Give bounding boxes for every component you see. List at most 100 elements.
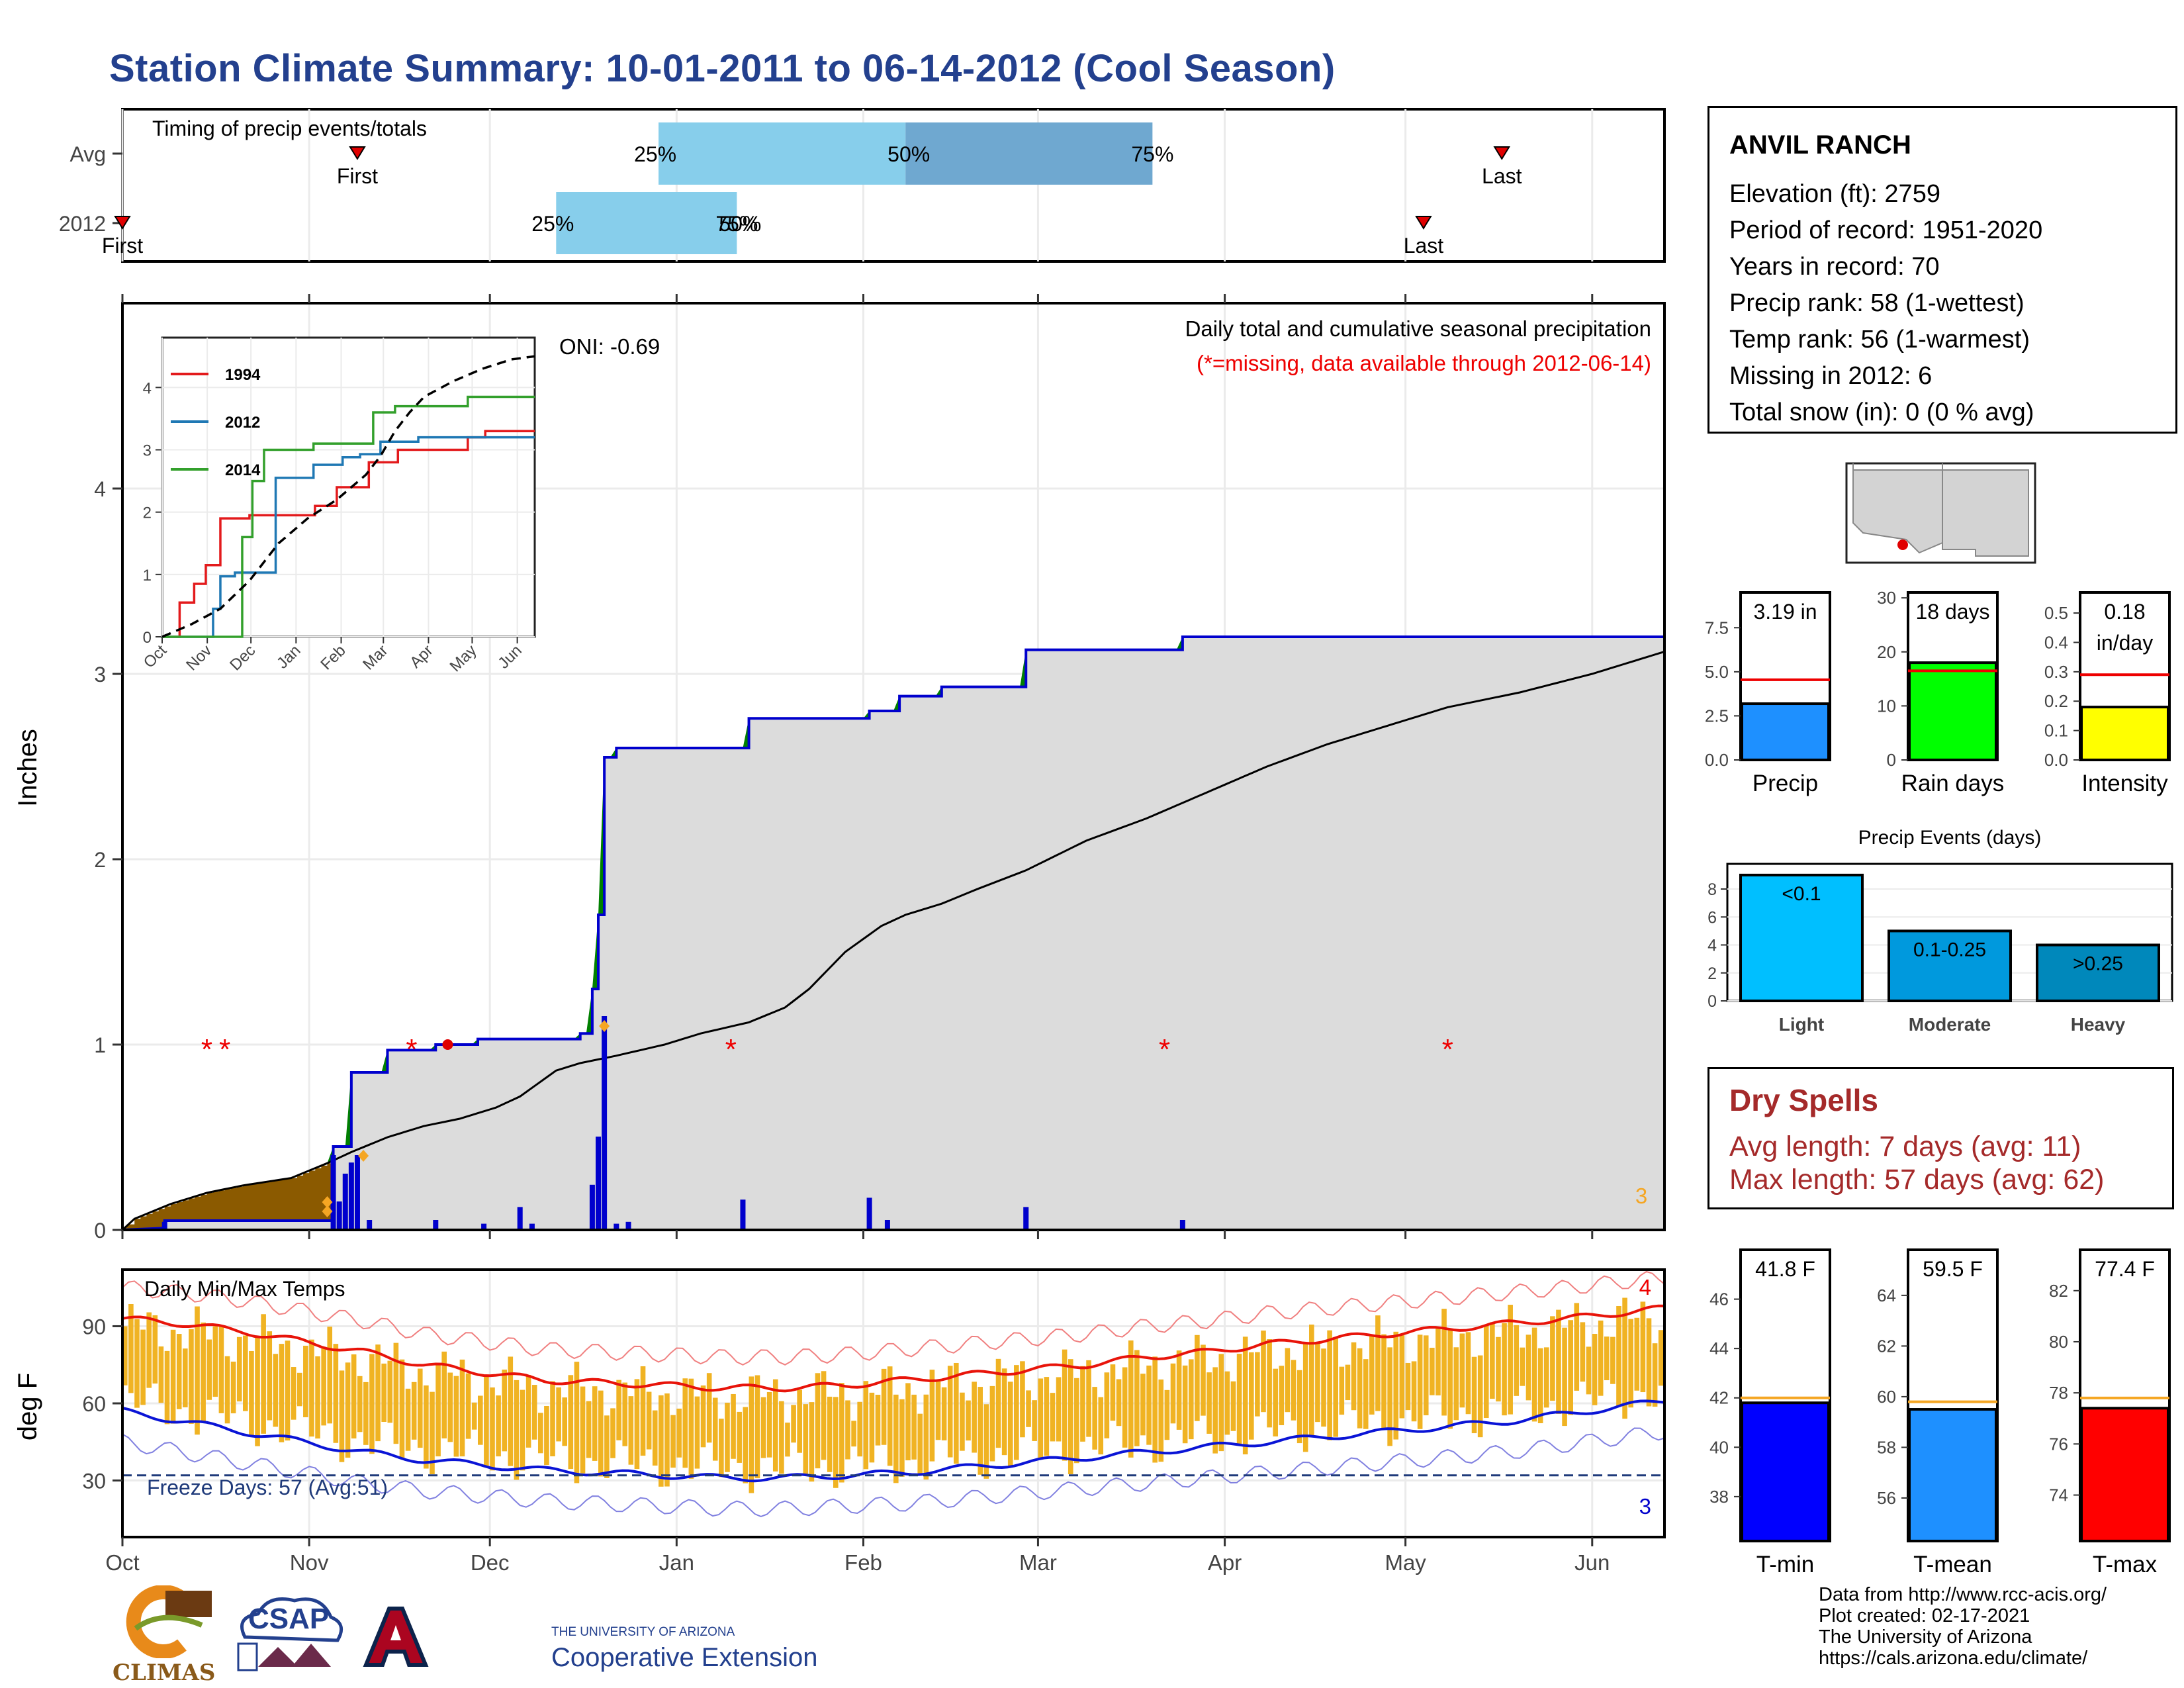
- ua-logo: THE UNIVERSITY OF ARIZONA Cooperative Ex…: [359, 1602, 817, 1675]
- temp-summary-ytick-label: 40: [1709, 1437, 1729, 1457]
- precip-max-marker: [322, 1205, 333, 1217]
- daily-temp-bar: [954, 1362, 959, 1464]
- tmax-record-line: [122, 1270, 1665, 1366]
- daily-temp-bar: [243, 1335, 248, 1411]
- daily-temp-bar: [345, 1362, 351, 1458]
- daily-temp-bar: [176, 1334, 182, 1409]
- csap-cloud-icon: [237, 1597, 343, 1671]
- daily-temp-bar: [725, 1403, 730, 1472]
- daily-temp-bar: [189, 1329, 194, 1424]
- oni-label: ONI: -0.69: [559, 334, 660, 359]
- daily-temp-bar: [255, 1336, 260, 1446]
- daily-temp-bar: [351, 1354, 357, 1439]
- events-category-label: Moderate: [1909, 1014, 1991, 1035]
- daily-temp-bar: [465, 1373, 471, 1439]
- daily-temp-bar: [1604, 1336, 1610, 1381]
- events-category-label: Heavy: [2071, 1014, 2126, 1035]
- daily-temp-bar: [1333, 1336, 1339, 1437]
- daily-temp-bar: [821, 1371, 827, 1460]
- csap-logo: CSAP: [232, 1591, 347, 1682]
- daily-temp-bar: [616, 1380, 621, 1440]
- ua-name-small: THE UNIVERSITY OF ARIZONA: [551, 1625, 735, 1639]
- daily-precip-bar: [354, 1155, 360, 1231]
- daily-temp-bar: [1068, 1359, 1073, 1475]
- daily-precip-bar: [1023, 1207, 1029, 1231]
- precip-summary-ytick-label: 0.0: [2044, 750, 2068, 770]
- daily-temp-bar: [399, 1359, 405, 1458]
- daily-temp-bar: [1044, 1377, 1050, 1456]
- credit-source: Data from http://www.rcc-acis.org/: [1819, 1584, 2107, 1605]
- daily-temp-bar: [224, 1356, 230, 1424]
- daily-temp-bar: [261, 1314, 266, 1434]
- temp-summary-ytick-label: 56: [1877, 1488, 1896, 1508]
- station-missing: Missing in 2012: 6: [1729, 362, 1933, 390]
- daily-temp-bar: [1345, 1364, 1351, 1401]
- daily-temp-bar: [592, 1386, 598, 1461]
- daily-temp-bar: [430, 1391, 435, 1475]
- daily-temp-bar: [851, 1421, 856, 1447]
- csap-wordmark: CSAP: [248, 1603, 330, 1635]
- events-bar: [2036, 943, 2160, 1003]
- daily-temp-bar: [760, 1397, 766, 1458]
- precip-summary-ytick-label: 0.5: [2044, 603, 2068, 623]
- daily-temp-bar: [917, 1413, 923, 1475]
- daily-temp-bar: [1164, 1389, 1170, 1440]
- daily-temp-bar: [1531, 1327, 1537, 1422]
- precip-corner-count: 3: [1635, 1184, 1647, 1208]
- inset-ytick-label: 0: [143, 629, 152, 647]
- daily-precip-bar: [342, 1174, 348, 1231]
- precip-record-marker: [442, 1039, 453, 1050]
- daily-temp-bar: [538, 1413, 543, 1454]
- daily-temp-bar: [1441, 1309, 1447, 1416]
- precip-summary-unit-label: in/day: [2097, 631, 2153, 655]
- temp-summary-ytick-label: 78: [2049, 1383, 2068, 1403]
- daily-temp-bar: [1640, 1301, 1646, 1393]
- daily-temp-bar: [417, 1368, 423, 1448]
- daily-temp-bar: [1496, 1336, 1501, 1402]
- dry-spells-max: Max length: 57 days (avg: 62): [1729, 1164, 2105, 1196]
- daily-temp-bar: [544, 1405, 549, 1466]
- daily-temp-bar: [688, 1378, 694, 1479]
- daily-temp-bar: [1490, 1322, 1495, 1399]
- daily-temp-bar: [863, 1381, 869, 1470]
- temp-summary-ytick-label: 80: [2049, 1332, 2068, 1352]
- daily-temp-bar: [1086, 1360, 1091, 1437]
- daily-temp-bar: [610, 1408, 615, 1458]
- temp-summary-ytick-label: 38: [1709, 1487, 1729, 1507]
- daily-temp-bar: [766, 1391, 772, 1458]
- daily-temp-bar: [158, 1346, 164, 1403]
- credit-url: https://cals.arizona.edu/climate/: [1819, 1648, 2088, 1669]
- station-elevation: Elevation (ft): 2759: [1729, 180, 1940, 208]
- tmax-avg-line: [122, 1304, 1665, 1393]
- daily-temp-bar: [230, 1361, 236, 1414]
- daily-temp-bar: [195, 1306, 200, 1435]
- month-label: Nov: [290, 1550, 329, 1575]
- daily-temp-bar: [1001, 1368, 1007, 1456]
- daily-temp-bar: [839, 1383, 844, 1483]
- daily-temp-bar: [791, 1405, 796, 1443]
- tmin-avg-line: [122, 1399, 1665, 1483]
- daily-precip-bar: [367, 1220, 373, 1231]
- daily-temp-bar: [640, 1366, 646, 1456]
- inset-ytick-label: 4: [143, 379, 152, 397]
- daily-temp-bar: [929, 1370, 935, 1462]
- daily-temp-bar: [941, 1387, 947, 1440]
- daily-temp-bar: [201, 1322, 206, 1422]
- daily-temp-bar: [1080, 1366, 1085, 1442]
- inset-series-avg: [161, 355, 535, 638]
- daily-temp-bar: [550, 1381, 555, 1457]
- daily-temp-bar: [676, 1408, 682, 1458]
- inset-legend-label: 1994: [225, 366, 261, 384]
- precip-summary-bar: [2080, 706, 2169, 761]
- month-label: May: [1385, 1550, 1426, 1575]
- missing-day-marker: *: [1442, 1033, 1453, 1066]
- daily-temp-bar: [1508, 1305, 1513, 1415]
- daily-temp-bar: [411, 1382, 417, 1440]
- events-ytick-label: 6: [1707, 908, 1717, 927]
- station-name: ANVIL RANCH: [1729, 130, 1911, 160]
- timeline-row-label: 2012: [59, 212, 106, 236]
- daily-temp-bar: [1092, 1387, 1097, 1450]
- cumulative-2012-area: [122, 637, 1664, 1230]
- daily-temp-bar: [1032, 1400, 1037, 1441]
- precip-summary-ytick-label: 0.0: [1705, 750, 1729, 770]
